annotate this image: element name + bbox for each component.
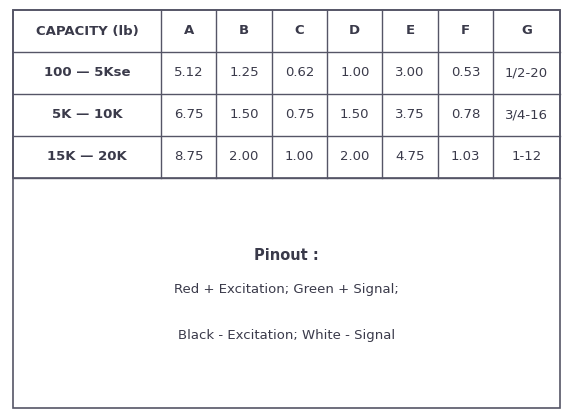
Text: 100 — 5Kse: 100 — 5Kse [44,66,130,79]
Text: 15K — 20K: 15K — 20K [47,150,127,163]
Text: CAPACITY (lb): CAPACITY (lb) [36,25,138,38]
Text: 8.75: 8.75 [174,150,203,163]
Text: 2.00: 2.00 [229,150,258,163]
Text: 1.03: 1.03 [451,150,480,163]
Text: 0.78: 0.78 [451,109,480,122]
Text: 0.62: 0.62 [285,66,314,79]
Text: D: D [349,25,360,38]
Text: C: C [295,25,304,38]
Text: 5.12: 5.12 [174,66,203,79]
Text: 3.00: 3.00 [395,66,425,79]
Text: B: B [239,25,249,38]
Text: A: A [183,25,194,38]
Text: 1.00: 1.00 [285,150,314,163]
Text: 3.75: 3.75 [395,109,425,122]
Text: 0.53: 0.53 [451,66,480,79]
Text: 6.75: 6.75 [174,109,203,122]
Text: 3/4-16: 3/4-16 [505,109,548,122]
Text: 2.00: 2.00 [340,150,370,163]
Text: F: F [461,25,470,38]
Text: 1/2-20: 1/2-20 [505,66,548,79]
Text: 5K — 10K: 5K — 10K [52,109,122,122]
Text: G: G [521,25,532,38]
Text: E: E [406,25,415,38]
Text: 1.50: 1.50 [229,109,259,122]
Text: 4.75: 4.75 [395,150,425,163]
Text: 1-12: 1-12 [512,150,541,163]
Text: Pinout :: Pinout : [254,247,319,263]
Text: 0.75: 0.75 [285,109,314,122]
Text: Black - Excitation; White - Signal: Black - Excitation; White - Signal [178,329,395,342]
Text: 1.50: 1.50 [340,109,370,122]
Text: 1.25: 1.25 [229,66,259,79]
Text: 1.00: 1.00 [340,66,370,79]
Bar [13,10,560,178]
Text: Red + Excitation; Green + Signal;: Red + Excitation; Green + Signal; [174,283,399,296]
